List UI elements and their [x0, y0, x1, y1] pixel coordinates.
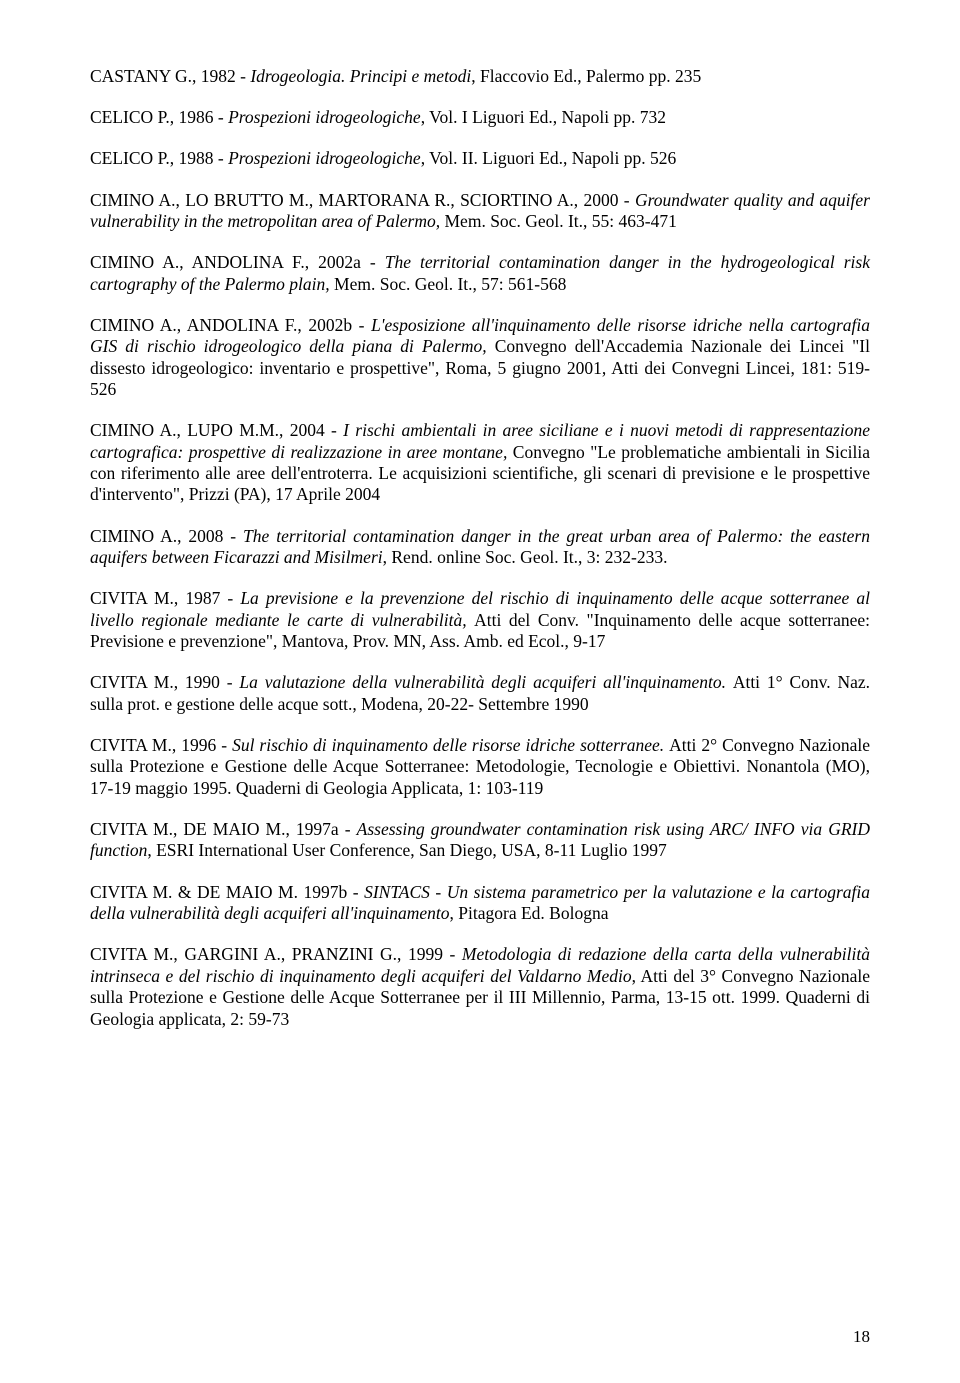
reference-author: CIVITA M., 1990 - — [90, 672, 239, 692]
reference-author: CIVITA M. & DE MAIO M. 1997b - — [90, 882, 364, 902]
reference-title: Sul rischio di inquinamento delle risors… — [232, 735, 669, 755]
reference-entry: CIMINO A., ANDOLINA F., 2002a - The terr… — [90, 252, 870, 295]
references-list: CASTANY G., 1982 - Idrogeologia. Princip… — [90, 66, 870, 1030]
reference-rest: , Rend. online Soc. Geol. It., 3: 232-23… — [383, 547, 668, 567]
reference-entry: CIVITA M., 1990 - La valutazione della v… — [90, 672, 870, 715]
reference-entry: CIMINO A., LO BRUTTO M., MARTORANA R., S… — [90, 190, 870, 233]
reference-entry: CELICO P., 1986 - Prospezioni idrogeolog… — [90, 107, 870, 128]
reference-entry: CIMINO A., 2008 - The territorial contam… — [90, 526, 870, 569]
reference-title: Prospezioni idrogeologiche — [228, 148, 421, 168]
reference-entry: CIVITA M., DE MAIO M., 1997a - Assessing… — [90, 819, 870, 862]
reference-author: CIVITA M., GARGINI A., PRANZINI G., 1999… — [90, 944, 462, 964]
reference-author: CIMINO A., LUPO M.M., 2004 - — [90, 420, 343, 440]
reference-rest: , Pitagora Ed. Bologna — [450, 903, 609, 923]
reference-rest: , Flaccovio Ed., Palermo pp. 235 — [471, 66, 701, 86]
reference-author: CELICO P., 1988 - — [90, 148, 228, 168]
reference-entry: CIVITA M., 1996 - Sul rischio di inquina… — [90, 735, 870, 799]
reference-entry: CIVITA M., GARGINI A., PRANZINI G., 1999… — [90, 944, 870, 1029]
reference-entry: CIVITA M. & DE MAIO M. 1997b - SINTACS -… — [90, 882, 870, 925]
reference-author: CIVITA M., 1987 - — [90, 588, 240, 608]
reference-rest: Mem. Soc. Geol. It., 57: 561-568 — [334, 274, 566, 294]
reference-entry: CELICO P., 1988 - Prospezioni idrogeolog… — [90, 148, 870, 169]
reference-author: CIVITA M., 1996 - — [90, 735, 232, 755]
reference-author: CELICO P., 1986 - — [90, 107, 228, 127]
reference-author: CIMINO A., LO BRUTTO M., MARTORANA R., S… — [90, 190, 635, 210]
reference-entry: CIMINO A., LUPO M.M., 2004 - I rischi am… — [90, 420, 870, 505]
page-number: 18 — [853, 1327, 870, 1347]
reference-title: La valutazione della vulnerabilità degli… — [239, 672, 732, 692]
reference-title: Prospezioni idrogeologiche — [228, 107, 421, 127]
reference-entry: CASTANY G., 1982 - Idrogeologia. Princip… — [90, 66, 870, 87]
reference-rest: , Vol. I Liguori Ed., Napoli pp. 732 — [421, 107, 666, 127]
page: CASTANY G., 1982 - Idrogeologia. Princip… — [0, 0, 960, 1383]
reference-author: CIMINO A., 2008 - — [90, 526, 243, 546]
reference-entry: CIVITA M., 1987 - La previsione e la pre… — [90, 588, 870, 652]
reference-author: CIMINO A., ANDOLINA F., 2002b - — [90, 315, 371, 335]
reference-author: CIMINO A., ANDOLINA F., 2002a - — [90, 252, 385, 272]
reference-rest: Mem. Soc. Geol. It., 55: 463-471 — [445, 211, 677, 231]
reference-rest: , Vol. II. Liguori Ed., Napoli pp. 526 — [421, 148, 677, 168]
reference-author: CASTANY G., 1982 - — [90, 66, 250, 86]
reference-title: Idrogeologia. Principi e metodi — [250, 66, 471, 86]
reference-entry: CIMINO A., ANDOLINA F., 2002b - L'esposi… — [90, 315, 870, 400]
reference-rest: , ESRI International User Conference, Sa… — [147, 840, 666, 860]
reference-author: CIVITA M., DE MAIO M., 1997a - — [90, 819, 357, 839]
